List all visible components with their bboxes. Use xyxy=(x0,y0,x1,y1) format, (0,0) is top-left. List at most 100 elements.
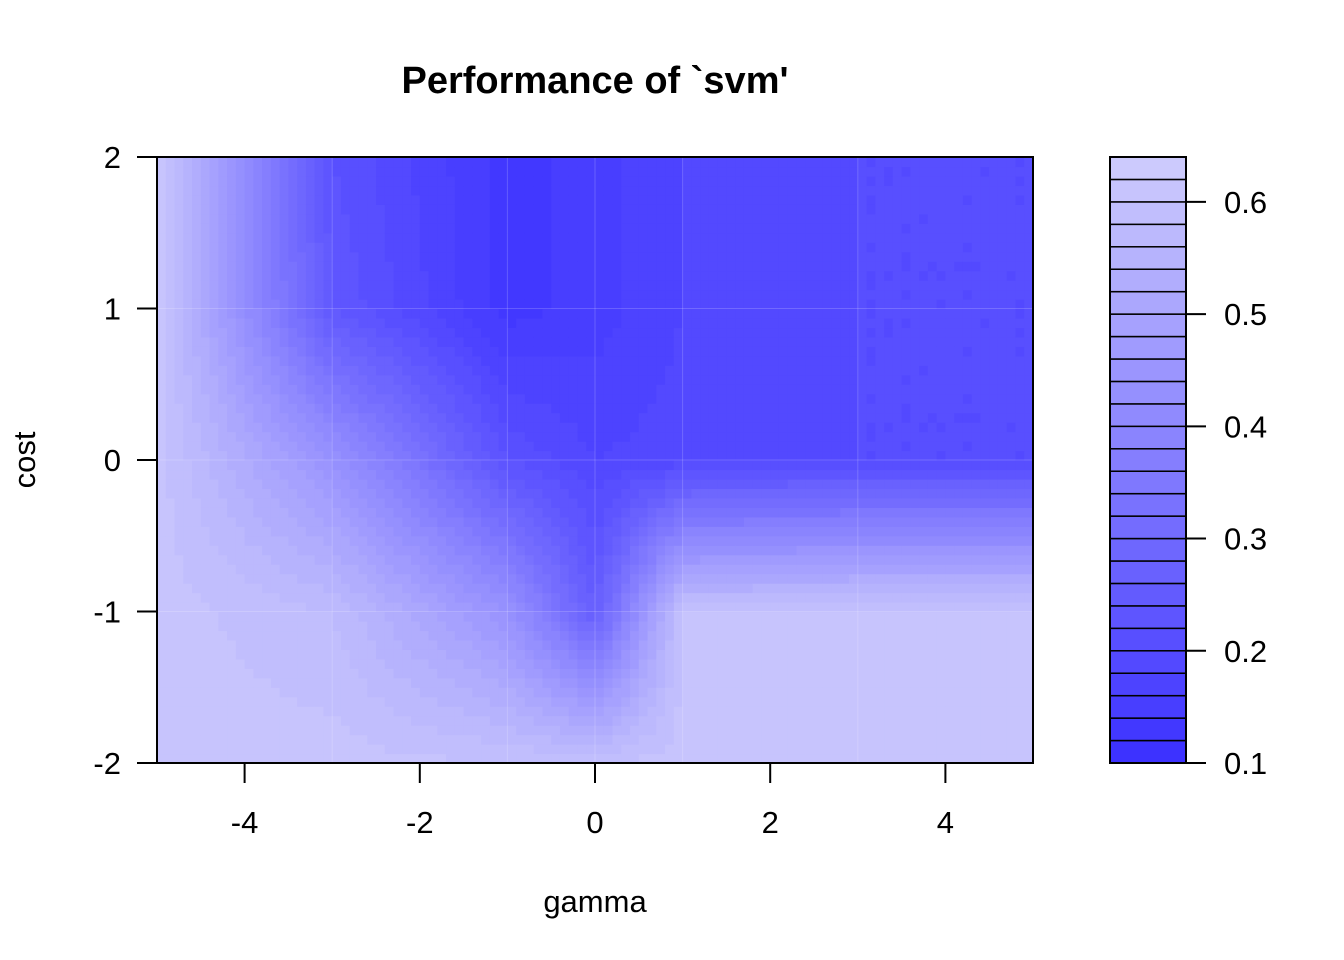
contour-cell xyxy=(770,289,780,300)
contour-cell xyxy=(393,516,403,527)
contour-cell xyxy=(559,715,570,726)
contour-cell xyxy=(551,175,561,187)
contour-cell xyxy=(472,270,482,281)
contour-cell xyxy=(262,204,272,215)
contour-cell xyxy=(183,327,193,338)
contour-cell xyxy=(402,270,412,281)
contour-cell xyxy=(630,715,640,726)
contour-cell xyxy=(665,706,675,717)
contour-cell xyxy=(314,545,325,556)
contour-cell xyxy=(157,507,167,518)
contour-cell xyxy=(682,441,692,452)
contour-cell xyxy=(165,308,176,319)
contour-cell xyxy=(262,261,272,272)
contour-cell xyxy=(586,706,596,717)
contour-cell xyxy=(165,232,176,243)
contour-cell xyxy=(218,469,228,480)
contour-cell xyxy=(349,346,360,357)
contour-cell xyxy=(297,535,307,546)
contour-cell xyxy=(761,194,771,205)
contour-cell xyxy=(358,194,368,205)
contour-cell xyxy=(761,507,771,518)
contour-cell xyxy=(691,166,701,177)
contour-cell xyxy=(551,734,561,745)
contour-cell xyxy=(419,223,430,234)
contour-cell xyxy=(595,639,605,650)
contour-cell xyxy=(726,488,736,499)
contour-cell xyxy=(192,431,202,442)
contour-cell xyxy=(288,744,298,755)
contour-cell xyxy=(454,592,465,603)
contour-cell xyxy=(472,441,482,452)
contour-cell xyxy=(559,223,570,234)
contour-cell xyxy=(831,441,841,452)
contour-cell xyxy=(393,317,403,329)
contour-cell xyxy=(446,251,456,262)
contour-cell xyxy=(262,668,272,679)
contour-cell xyxy=(752,649,763,660)
contour-cell xyxy=(244,384,254,395)
contour-cell xyxy=(516,355,526,366)
contour-cell xyxy=(638,232,649,243)
contour-cell xyxy=(200,280,211,291)
contour-cell xyxy=(157,384,167,395)
contour-cell xyxy=(805,327,815,338)
contour-cell xyxy=(524,488,535,499)
contour-cell xyxy=(332,374,342,385)
contour-cell xyxy=(586,488,596,499)
contour-cell xyxy=(183,441,193,452)
contour-cell xyxy=(559,488,570,499)
contour-cell xyxy=(726,289,736,300)
contour-cell xyxy=(831,403,841,414)
contour-cell xyxy=(340,223,351,234)
contour-cell xyxy=(822,507,833,518)
contour-cell xyxy=(174,460,184,471)
contour-cell xyxy=(279,668,289,679)
contour-cell xyxy=(717,393,727,404)
contour-cell xyxy=(323,744,333,755)
contour-cell xyxy=(787,355,798,366)
contour-cell xyxy=(402,422,412,433)
contour-cell xyxy=(822,602,833,613)
contour-cell xyxy=(612,336,622,347)
contour-cell xyxy=(551,346,561,357)
contour-cell xyxy=(157,535,167,546)
contour-cell xyxy=(279,507,289,518)
contour-cell xyxy=(332,204,342,215)
contour-cell xyxy=(726,175,736,187)
contour-cell xyxy=(770,374,780,385)
contour-cell xyxy=(568,194,579,205)
contour-cell xyxy=(235,649,246,660)
contour-cell xyxy=(743,317,754,329)
contour-cell xyxy=(507,185,517,196)
contour-cell xyxy=(787,753,798,764)
contour-cell xyxy=(577,289,587,300)
contour-cell xyxy=(752,460,763,471)
contour-cell xyxy=(244,545,254,556)
contour-cell xyxy=(323,611,333,622)
contour-cell xyxy=(262,280,272,291)
contour-cell xyxy=(770,251,780,262)
contour-cell xyxy=(323,592,333,603)
contour-cell xyxy=(533,336,544,347)
contour-cell xyxy=(831,639,841,650)
contour-cell xyxy=(393,336,403,347)
contour-cell xyxy=(489,450,500,461)
contour-cell xyxy=(708,251,719,262)
contour-cell xyxy=(428,157,438,168)
contour-cell xyxy=(270,317,281,329)
contour-cell xyxy=(209,185,219,196)
contour-cell xyxy=(481,280,491,291)
contour-cell xyxy=(603,649,614,660)
contour-cell xyxy=(376,441,386,452)
contour-cell xyxy=(262,734,272,745)
contour-cell xyxy=(340,194,351,205)
contour-cell xyxy=(682,299,692,310)
contour-cell xyxy=(647,564,657,575)
contour-cell xyxy=(454,545,465,556)
contour-cell xyxy=(778,374,789,385)
contour-cell xyxy=(682,232,692,243)
contour-cell xyxy=(770,478,780,490)
contour-cell xyxy=(595,630,605,641)
contour-cell xyxy=(559,289,570,300)
